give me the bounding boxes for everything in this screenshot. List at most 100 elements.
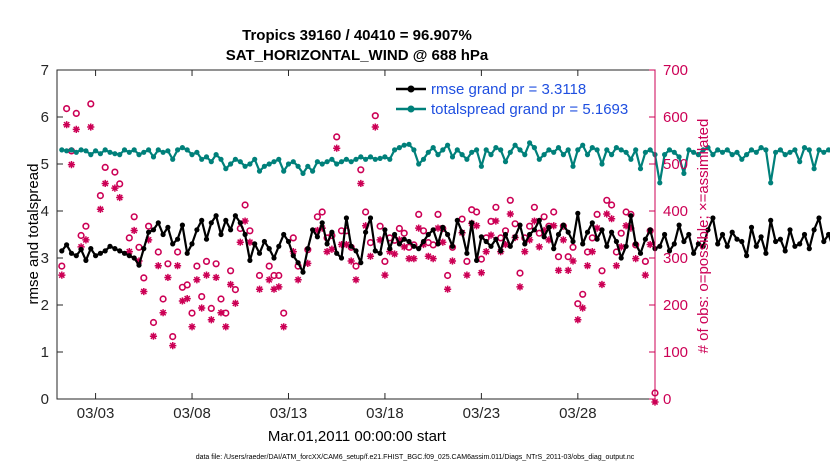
obs-possible-marker bbox=[376, 222, 384, 230]
rmse-point bbox=[73, 253, 79, 259]
totalspread-point bbox=[763, 147, 769, 153]
obs-assimilated-marker bbox=[164, 273, 172, 282]
totalspread-point bbox=[165, 148, 171, 154]
totalspread-point bbox=[440, 147, 446, 153]
obs-assimilated-marker bbox=[593, 224, 601, 232]
totalspread-point bbox=[541, 152, 547, 158]
rmse-point bbox=[806, 246, 812, 252]
totalspread-point bbox=[223, 166, 229, 172]
totalspread-point bbox=[507, 149, 513, 155]
rmse-point bbox=[358, 260, 364, 266]
obs-possible-marker bbox=[444, 271, 452, 280]
totalspread-point bbox=[237, 159, 243, 165]
rmse-point bbox=[613, 238, 620, 245]
obs-assimilated-marker bbox=[130, 226, 138, 235]
obs-assimilated-marker bbox=[444, 285, 452, 293]
obs-possible-marker bbox=[174, 248, 182, 256]
rmse-point bbox=[324, 241, 330, 247]
rmse-point bbox=[256, 250, 263, 256]
y-axis-label: rmse and totalspread bbox=[25, 164, 42, 305]
obs-assimilated-marker bbox=[328, 245, 336, 253]
totalspread-point bbox=[425, 149, 431, 155]
obs-assimilated-marker bbox=[492, 217, 500, 225]
rmse-point bbox=[512, 234, 518, 240]
rmse-point bbox=[609, 229, 615, 235]
rmse-point bbox=[792, 243, 798, 249]
rmse-point bbox=[449, 243, 456, 249]
obs-possible-marker bbox=[77, 231, 85, 240]
obs-possible-marker bbox=[227, 267, 235, 275]
obs-assimilated-marker bbox=[550, 222, 558, 230]
obs-assimilated-marker bbox=[651, 398, 659, 406]
obs-possible-marker bbox=[159, 295, 167, 303]
y-tick-label: 1 bbox=[41, 344, 49, 361]
rmse-point bbox=[348, 243, 354, 249]
totalspread-point bbox=[126, 149, 132, 155]
totalspread-point bbox=[551, 149, 557, 155]
totalspread-point bbox=[112, 151, 118, 157]
x-axis-label: Mar.01,2011 00:00:00 start bbox=[268, 428, 447, 445]
plot-area bbox=[56, 69, 656, 400]
x-tick-label: 03/28 bbox=[559, 405, 597, 422]
obs-assimilated-marker bbox=[342, 240, 350, 249]
y2-axis-label: # of obs: o=possible; ×=assimilated bbox=[695, 119, 712, 354]
rmse-point bbox=[281, 231, 287, 238]
obs-possible-marker bbox=[198, 293, 206, 301]
totalspread-point bbox=[695, 152, 702, 158]
rmse-point bbox=[411, 243, 417, 249]
rmse-point bbox=[382, 227, 388, 233]
rmse-point bbox=[175, 236, 181, 242]
obs-assimilated-marker bbox=[554, 266, 563, 274]
obs-possible-marker bbox=[96, 192, 104, 200]
totalspread-point bbox=[758, 145, 764, 151]
totalspread-point bbox=[305, 163, 311, 169]
totalspread-point bbox=[546, 147, 552, 153]
y-tick-label: 0 bbox=[41, 391, 49, 408]
rmse-point bbox=[623, 243, 629, 249]
rmse-point bbox=[551, 246, 557, 252]
obs-assimilated-marker bbox=[212, 273, 220, 282]
totalspread-point bbox=[773, 149, 779, 155]
obs-assimilated-marker bbox=[376, 236, 384, 244]
obs-assimilated-marker bbox=[395, 236, 404, 244]
obs-possible-marker bbox=[130, 213, 138, 221]
rmse-point bbox=[797, 241, 803, 247]
obs-assimilated-marker bbox=[289, 248, 297, 256]
totalspread-point bbox=[88, 152, 94, 158]
obs-assimilated-marker bbox=[67, 161, 76, 169]
totalspread-point bbox=[666, 147, 673, 153]
totalspread-point bbox=[686, 147, 692, 153]
obs-possible-marker bbox=[371, 112, 379, 120]
rmse-point bbox=[507, 243, 513, 249]
rmse-point bbox=[121, 250, 128, 256]
totalspread-point bbox=[715, 147, 721, 153]
obs-assimilated-marker bbox=[323, 248, 331, 256]
rmse-point bbox=[816, 215, 822, 221]
obs-assimilated-marker bbox=[400, 243, 408, 251]
rmse-point bbox=[343, 215, 349, 221]
rmse-point bbox=[208, 220, 214, 226]
rmse-point bbox=[261, 238, 267, 245]
rmse-point bbox=[392, 231, 398, 238]
totalspread-point bbox=[691, 149, 697, 155]
rmse-point bbox=[445, 231, 451, 238]
rmse-point bbox=[266, 246, 272, 252]
rmse-point bbox=[189, 241, 195, 247]
obs-assimilated-marker bbox=[607, 215, 616, 223]
obs-possible-marker bbox=[550, 208, 558, 216]
rmse-point bbox=[228, 227, 234, 233]
totalspread-point bbox=[729, 152, 735, 158]
rmse-point bbox=[633, 241, 639, 247]
totalspread-series bbox=[59, 140, 830, 186]
obs-assimilated-marker bbox=[530, 217, 539, 225]
totalspread-point bbox=[300, 170, 306, 176]
rmse-point bbox=[102, 248, 108, 254]
obs-assimilated-marker bbox=[641, 271, 649, 279]
totalspread-point bbox=[565, 147, 571, 153]
totalspread-point bbox=[445, 142, 451, 148]
totalspread-point bbox=[160, 149, 166, 155]
totalspread-point bbox=[175, 147, 181, 153]
obs-assimilated-marker bbox=[318, 224, 326, 232]
totalspread-point bbox=[459, 152, 465, 158]
rmse-point bbox=[618, 255, 624, 261]
